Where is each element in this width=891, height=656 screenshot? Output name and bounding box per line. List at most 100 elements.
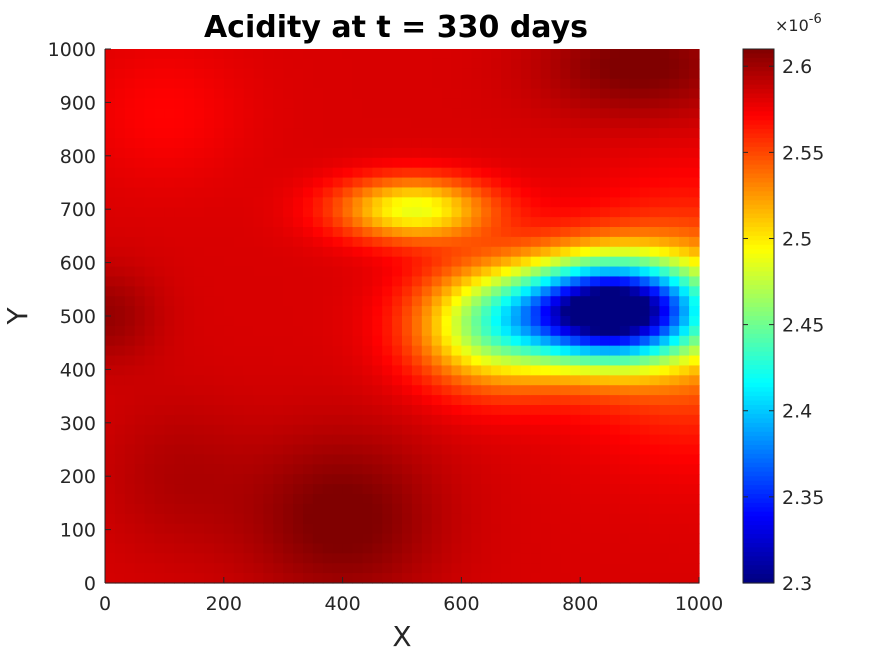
heatmap-cell	[144, 266, 156, 278]
heatmap-cell	[481, 128, 492, 139]
heatmap-cell	[204, 197, 215, 208]
heatmap-cell	[451, 444, 462, 456]
heatmap-cell	[451, 533, 462, 545]
heatmap-cell	[372, 98, 383, 109]
heatmap-cell	[402, 118, 413, 129]
heatmap-cell	[451, 167, 462, 179]
heatmap-cell	[560, 316, 571, 327]
heatmap-cell	[501, 118, 512, 129]
heatmap-cell	[580, 523, 591, 535]
heatmap-cell	[560, 484, 571, 495]
heatmap-cell	[649, 513, 660, 525]
heatmap-cell	[352, 503, 363, 515]
heatmap-cell	[550, 266, 561, 278]
heatmap-cell	[134, 78, 146, 90]
heatmap-cell	[520, 236, 532, 248]
heatmap-cell	[590, 177, 601, 189]
heatmap-cell	[431, 256, 443, 268]
heatmap-cell	[362, 167, 373, 179]
colorbar-band	[743, 231, 774, 237]
heatmap-cell	[164, 98, 175, 109]
heatmap-cell	[243, 414, 255, 426]
heatmap-cell	[332, 365, 344, 376]
heatmap-cell	[679, 187, 690, 198]
heatmap-cell	[164, 266, 175, 278]
heatmap-cell	[332, 276, 344, 287]
heatmap-cell	[461, 316, 472, 327]
heatmap-cell	[293, 306, 304, 317]
heatmap-cell	[590, 414, 601, 426]
heatmap-cell	[649, 474, 660, 485]
heatmap-cell	[233, 147, 245, 159]
heatmap-cell	[501, 316, 512, 327]
heatmap-cell	[481, 444, 492, 456]
heatmap-cell	[124, 157, 136, 169]
colorbar-band	[743, 155, 774, 161]
heatmap-cell	[491, 316, 502, 327]
heatmap-cell	[204, 276, 215, 287]
heatmap-cell	[194, 484, 205, 495]
heatmap-cell	[362, 395, 373, 406]
heatmap-cell	[421, 434, 433, 446]
heatmap-cell	[223, 187, 235, 198]
heatmap-cell	[154, 306, 165, 317]
heatmap-cell	[154, 138, 165, 149]
heatmap-cell	[124, 385, 136, 396]
heatmap-cell	[619, 167, 631, 179]
heatmap-cell	[520, 138, 532, 149]
heatmap-cell	[570, 118, 581, 129]
heatmap-cell	[223, 128, 235, 139]
heatmap-cell	[303, 414, 314, 426]
heatmap-cell	[481, 345, 492, 357]
heatmap-cell	[590, 227, 601, 238]
heatmap-cell	[441, 236, 453, 248]
heatmap-cell	[411, 405, 423, 416]
heatmap-cell	[144, 395, 156, 406]
heatmap-cell	[144, 108, 156, 119]
heatmap-cell	[639, 58, 651, 70]
heatmap-cell	[540, 325, 552, 337]
heatmap-cell	[481, 494, 492, 505]
heatmap-cell	[689, 207, 700, 218]
heatmap-cell	[164, 543, 175, 554]
heatmap-cell	[590, 444, 601, 456]
heatmap-cell	[303, 78, 314, 90]
heatmap-cell	[669, 414, 680, 426]
heatmap-cell	[491, 217, 502, 228]
heatmap-cell	[134, 325, 146, 337]
heatmap-cell	[689, 246, 700, 258]
heatmap-cell	[312, 236, 324, 248]
heatmap-cell	[273, 385, 284, 396]
heatmap-cell	[540, 395, 552, 406]
heatmap-cell	[263, 286, 274, 297]
heatmap-cell	[124, 108, 136, 119]
heatmap-cell	[144, 217, 156, 228]
heatmap-cell	[530, 533, 542, 545]
heatmap-cell	[491, 276, 502, 287]
heatmap-cell	[649, 246, 660, 258]
heatmap-cell	[332, 246, 344, 258]
heatmap-cell	[293, 266, 304, 278]
heatmap-cell	[431, 503, 443, 515]
heatmap-cell	[501, 395, 512, 406]
heatmap-cell	[669, 276, 680, 287]
heatmap-cell	[174, 157, 185, 169]
heatmap-cell	[441, 414, 453, 426]
heatmap-cell	[411, 464, 423, 475]
heatmap-cell	[204, 533, 215, 545]
heatmap-cell	[124, 167, 136, 179]
heatmap-cell	[590, 513, 601, 525]
heatmap-cell	[263, 494, 274, 505]
heatmap-cell	[144, 434, 156, 446]
heatmap-cell	[411, 227, 423, 238]
heatmap-cell	[382, 573, 393, 584]
heatmap-cell	[411, 513, 423, 525]
heatmap-cell	[233, 543, 245, 554]
heatmap-cell	[164, 573, 175, 584]
colorbar-band	[743, 516, 774, 522]
heatmap-cell	[679, 474, 690, 485]
heatmap-cell	[124, 573, 136, 584]
heatmap-cell	[164, 365, 175, 376]
heatmap-cell	[619, 385, 631, 396]
heatmap-cell	[570, 454, 581, 465]
